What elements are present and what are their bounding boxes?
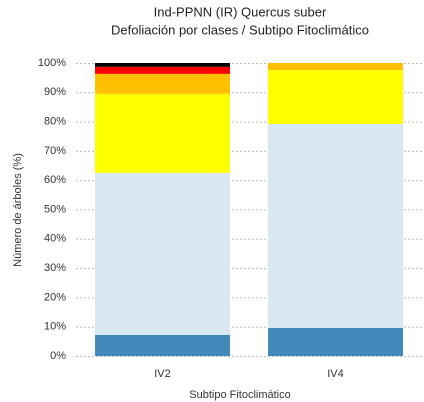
bar-segment [95, 334, 230, 356]
bar-segment [95, 66, 230, 74]
y-tick-label: 20% [44, 291, 66, 303]
x-tick-label: IV4 [327, 368, 344, 380]
bar-segment [95, 63, 230, 67]
x-axis-label: Subtipo Fitoclimático [189, 389, 291, 401]
y-axis-label: Número de árboles (%) [12, 153, 24, 267]
bar-segment [268, 123, 403, 328]
chart-title: Ind-PPNN (IR) Quercus suber [154, 4, 327, 19]
y-tick-label: 40% [44, 233, 66, 245]
y-tick-label: 10% [44, 321, 66, 333]
y-tick-label: 80% [44, 116, 66, 128]
bar-segment [268, 63, 403, 71]
bar-segment [95, 172, 230, 335]
y-tick-label: 50% [44, 203, 66, 215]
bar-segment [268, 327, 403, 356]
y-tick-label: 90% [44, 86, 66, 98]
x-tick-label: IV2 [154, 368, 171, 380]
y-tick-label: 0% [50, 350, 66, 362]
y-tick-label: 30% [44, 262, 66, 274]
bar-segment [95, 73, 230, 94]
bar-segment [268, 70, 403, 124]
y-tick-label: 100% [38, 57, 66, 69]
y-tick-label: 60% [44, 174, 66, 186]
bar-segment [95, 93, 230, 173]
chart-subtitle: Defoliación por clases / Subtipo Fitocli… [111, 22, 369, 37]
y-tick-label: 70% [44, 145, 66, 157]
